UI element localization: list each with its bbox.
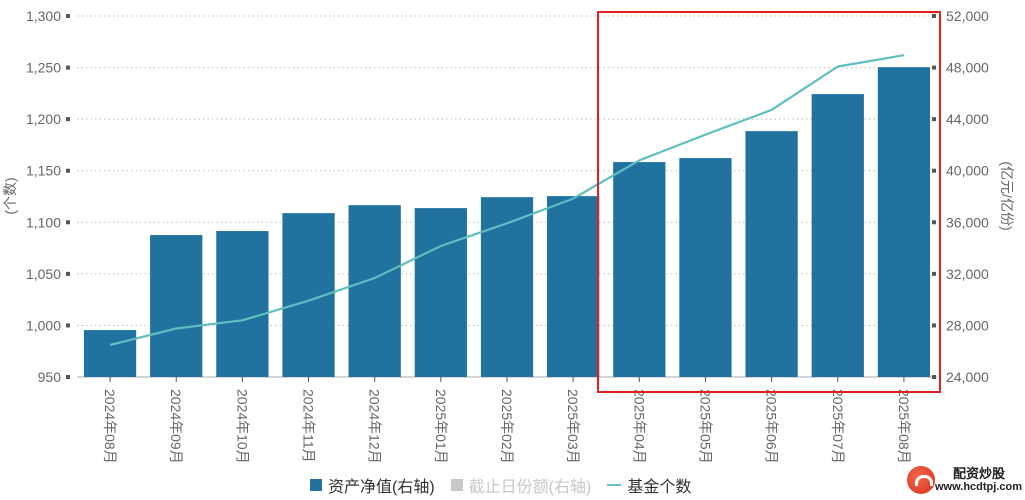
- right-axis-tick-label: 48,000: [946, 60, 989, 76]
- left-axis-tick-label: 1,000: [26, 317, 61, 333]
- x-axis-tick-label: 2025年07月: [830, 389, 846, 464]
- right-axis-tick-label: 32,000: [946, 266, 989, 282]
- left-axis-tick-label: 1,300: [26, 8, 61, 24]
- left-axis-tick-label: 1,050: [26, 266, 61, 282]
- legend-swatch-square-icon: [450, 479, 463, 491]
- x-axis-tick-label: 2024年10月: [234, 389, 250, 464]
- bar[interactable]: [480, 197, 534, 377]
- x-axis-tick-label: 2025年01月: [433, 389, 449, 464]
- x-axis-tick-label: 2025年08月: [896, 389, 912, 464]
- right-axis-title: (亿元/亿份): [999, 161, 1015, 230]
- x-axis-tick-label: 2024年12月: [367, 389, 383, 464]
- legend-item-net-assets[interactable]: 资产净值(右轴): [310, 473, 435, 497]
- legend-label: 资产净值(右轴): [328, 479, 435, 496]
- bar[interactable]: [613, 162, 666, 377]
- right-axis-tick-label: 44,000: [946, 111, 989, 127]
- watermark-title: 配资炒股: [953, 466, 1006, 481]
- right-axis-tick-label: 36,000: [946, 214, 989, 230]
- right-axis: 24,000 28,000 32,000 36,000 40,000 44,000 48,0…: [932, 8, 989, 385]
- right-axis-tick-label: 28,000: [946, 317, 989, 333]
- x-axis-tick-label: 2025年05月: [697, 389, 713, 464]
- legend-label: 基金个数: [627, 479, 692, 496]
- fund-count-line[interactable]: [109, 54, 905, 347]
- left-axis-tick-label: 1,150: [26, 163, 61, 179]
- right-axis-tick-label: 52,000: [946, 8, 989, 24]
- bar[interactable]: [679, 158, 732, 377]
- left-axis-title: (个数): [2, 177, 18, 214]
- left-axis: 950 1,000 1,050 1,100 1,150 1,200 1,250 1,300: [26, 8, 70, 385]
- bar[interactable]: [745, 131, 798, 377]
- x-axis-tick-label: 2025年06月: [764, 389, 780, 464]
- line-series-fund-count: [109, 54, 905, 347]
- watermark-url: www.hcdtpj.com: [935, 481, 1022, 493]
- bar[interactable]: [414, 208, 467, 377]
- left-axis-tick-label: 1,100: [26, 214, 61, 230]
- watermark: 配资炒股 www.hcdtpj.com: [905, 462, 1025, 498]
- bar-series-net-assets: [83, 67, 931, 378]
- x-axis-tick-label: 2024年08月: [102, 389, 118, 464]
- x-axis-tick-label: 2025年02月: [499, 389, 515, 464]
- bar[interactable]: [877, 67, 931, 378]
- bar[interactable]: [547, 196, 600, 377]
- legend-label: 截止日份额(右轴): [468, 479, 592, 496]
- legend-item-fund-count[interactable]: 基金个数: [607, 473, 691, 497]
- bar[interactable]: [348, 205, 401, 377]
- x-axis-tick-label: 2025年03月: [565, 389, 581, 464]
- legend-line-icon: [607, 484, 622, 486]
- legend-item-shares[interactable]: 截止日份额(右轴): [450, 473, 592, 497]
- right-axis-tick-label: 40,000: [946, 163, 989, 179]
- bar[interactable]: [150, 235, 203, 377]
- right-axis-tick-label: 24,000: [946, 369, 989, 385]
- chart-canvas: 950 1,000 1,050 1,100 1,150 1,200 1,250 1,300 2…: [2, 8, 1015, 464]
- x-axis: 2024年08月 2024年09月 2024年10月 2024年11月 2024年12月…: [102, 377, 912, 464]
- legend: 资产净值(右轴) 截止日份额(右轴) 基金个数: [310, 474, 691, 496]
- left-axis-tick-label: 950: [38, 369, 62, 385]
- x-axis-tick-label: 2024年11月: [301, 389, 317, 463]
- bar[interactable]: [216, 231, 269, 377]
- watermark-logo-icon: [907, 466, 935, 494]
- bar[interactable]: [83, 330, 137, 377]
- legend-swatch-square-icon: [310, 479, 322, 491]
- bar[interactable]: [811, 94, 864, 378]
- left-axis-tick-label: 1,250: [26, 60, 61, 76]
- x-axis-tick-label: 2024年09月: [168, 389, 184, 464]
- x-axis-tick-label: 2025年04月: [631, 389, 647, 464]
- left-axis-tick-label: 1,200: [26, 111, 61, 127]
